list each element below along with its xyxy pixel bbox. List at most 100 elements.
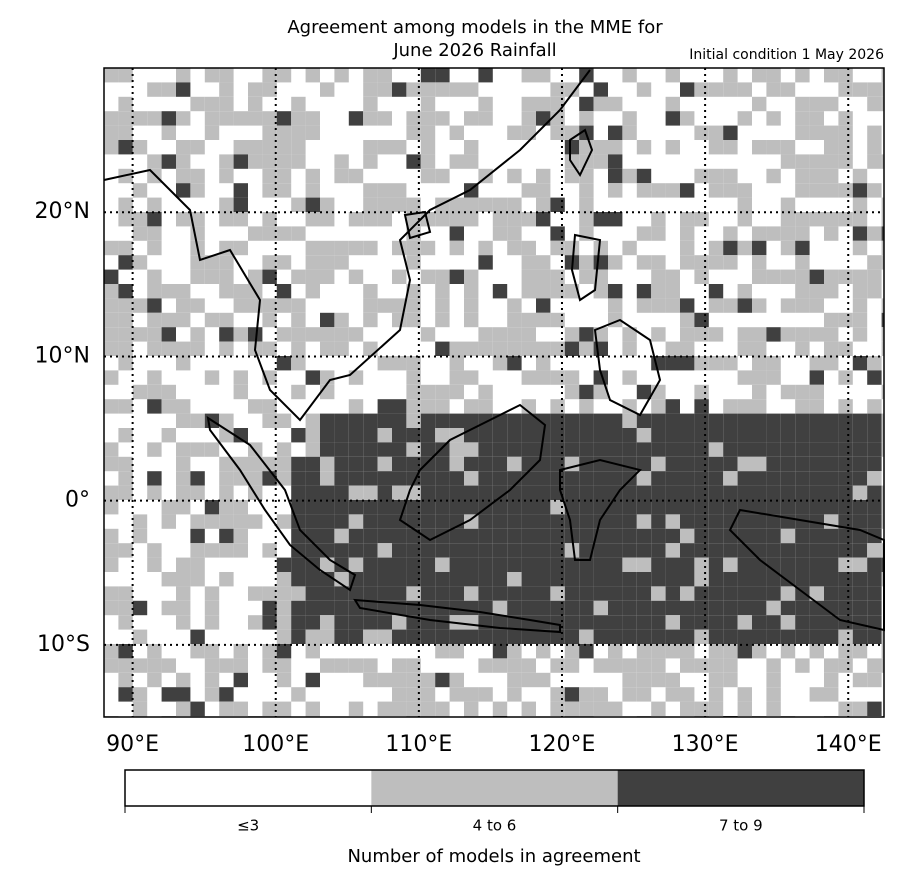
raster-cell xyxy=(651,701,666,716)
raster-cell xyxy=(708,557,724,572)
raster-cell xyxy=(464,572,479,587)
raster-cell xyxy=(219,68,234,83)
raster-cell xyxy=(680,240,695,256)
raster-cell xyxy=(636,183,652,198)
raster-cell xyxy=(694,428,709,443)
raster-cell xyxy=(435,82,450,97)
raster-cell xyxy=(608,284,623,299)
raster-cell xyxy=(608,183,623,198)
raster-cell xyxy=(636,442,652,457)
raster-cell xyxy=(190,471,205,486)
raster-cell xyxy=(680,255,695,270)
raster-cell xyxy=(737,212,752,227)
raster-cell xyxy=(636,557,652,572)
raster-cell xyxy=(881,197,884,212)
raster-cell xyxy=(104,140,119,155)
raster-cell xyxy=(636,255,652,270)
raster-cell xyxy=(536,514,551,529)
raster-cell xyxy=(838,68,853,83)
raster-cell xyxy=(464,442,479,457)
raster-cell xyxy=(161,384,176,400)
raster-cell xyxy=(723,399,738,414)
raster-cell xyxy=(204,500,220,515)
raster-cell xyxy=(651,600,666,616)
raster-cell xyxy=(291,528,306,544)
raster-cell xyxy=(435,111,450,126)
raster-cell xyxy=(766,500,781,515)
raster-cell xyxy=(536,370,551,385)
raster-cell xyxy=(104,341,119,356)
raster-cell xyxy=(622,672,637,688)
raster-cell xyxy=(752,327,767,342)
raster-cell xyxy=(651,500,666,515)
raster-cell xyxy=(147,212,162,227)
raster-cell xyxy=(406,255,421,270)
raster-cell xyxy=(291,629,306,644)
raster-cell xyxy=(780,154,796,169)
raster-cell xyxy=(507,125,522,140)
raster-cell xyxy=(521,341,536,356)
raster-cell xyxy=(104,543,119,558)
raster-cell xyxy=(104,284,119,299)
raster-cell xyxy=(464,212,479,227)
raster-cell xyxy=(420,68,436,83)
raster-cell xyxy=(680,456,695,472)
raster-cell xyxy=(420,442,436,457)
raster-cell xyxy=(147,384,162,400)
raster-cell xyxy=(766,514,781,529)
x-tick-label: 140°E xyxy=(815,732,882,757)
raster-cell xyxy=(363,298,378,313)
raster-cell xyxy=(867,82,882,97)
raster-cell xyxy=(161,327,176,342)
raster-cell xyxy=(219,212,234,227)
raster-cell xyxy=(608,298,623,313)
raster-cell xyxy=(852,644,868,659)
raster-cell xyxy=(795,240,810,256)
raster-cell xyxy=(752,471,767,486)
raster-cell xyxy=(464,197,479,212)
raster-cell xyxy=(593,615,608,630)
raster-cell xyxy=(752,442,767,457)
raster-cell xyxy=(392,572,407,587)
x-tick-label: 110°E xyxy=(385,732,452,757)
raster-cell xyxy=(478,96,493,112)
raster-cell xyxy=(348,629,364,644)
raster-cell xyxy=(464,140,479,155)
raster-cell xyxy=(608,528,623,544)
raster-cell xyxy=(766,543,781,558)
raster-cell xyxy=(852,586,868,601)
raster-cell xyxy=(737,341,752,356)
raster-cell xyxy=(636,600,652,616)
raster-cell xyxy=(881,212,884,227)
raster-cell xyxy=(694,615,709,630)
raster-cell xyxy=(752,543,767,558)
raster-cell xyxy=(579,255,594,270)
raster-cell xyxy=(507,629,522,644)
raster-cell xyxy=(492,471,508,486)
raster-cell xyxy=(118,399,133,414)
raster-cell xyxy=(233,183,248,198)
raster-cell xyxy=(867,183,882,198)
raster-cell xyxy=(478,514,493,529)
raster-cell xyxy=(723,68,738,83)
raster-cell xyxy=(550,701,565,716)
raster-cell xyxy=(694,456,709,472)
raster-cell xyxy=(147,644,162,659)
raster-cell xyxy=(521,456,536,472)
raster-cell xyxy=(507,528,522,544)
raster-cell xyxy=(262,456,277,472)
raster-cell xyxy=(881,384,884,400)
raster-cell xyxy=(377,672,392,688)
raster-cell xyxy=(449,687,464,702)
raster-cell xyxy=(420,82,436,97)
raster-cell xyxy=(219,82,234,97)
raster-cell xyxy=(665,485,680,500)
raster-cell xyxy=(824,96,839,112)
raster-cell xyxy=(492,327,508,342)
raster-cell xyxy=(276,68,292,83)
raster-cell xyxy=(233,471,248,486)
raster-cell xyxy=(809,586,824,601)
raster-cell xyxy=(824,586,839,601)
raster-cell xyxy=(579,557,594,572)
raster-cell xyxy=(276,600,292,616)
